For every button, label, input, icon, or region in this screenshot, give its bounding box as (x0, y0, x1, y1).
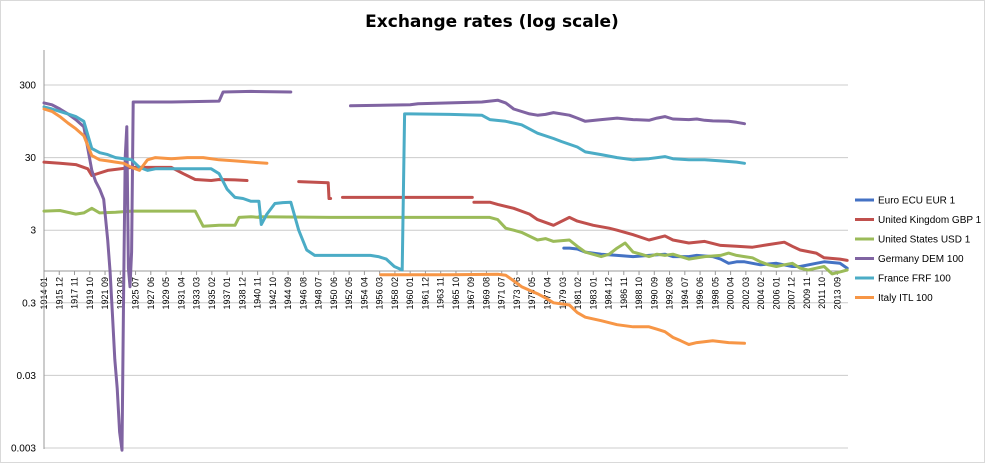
x-axis-ticks: 1914 01 1915 12 1917 11 1919 10 1921 09 1923 … (39, 271, 842, 310)
x-tick-label: 2011 10 (817, 277, 827, 309)
x-tick-label: 2002 03 (741, 277, 751, 310)
x-tick-label: 1960 01 (405, 277, 415, 310)
x-tick-label: 1923 08 (115, 277, 125, 310)
x-tick-label: 1975 05 (527, 277, 537, 310)
y-axis-ticks: 0.003 0.03 0.3 3 30 300 (11, 81, 36, 455)
x-tick-label: 1994 07 (680, 277, 690, 310)
x-tick-label: 1963 11 (436, 277, 446, 309)
x-tick-label: 1954 04 (359, 277, 369, 310)
series-line-united-kingdom-gbp-1 (297, 180, 333, 200)
chart-title: Exchange rates (log scale) (365, 12, 619, 32)
x-tick-label: 1981 02 (573, 277, 583, 310)
x-tick-label: 1931 04 (176, 277, 186, 310)
series-line-united-states-usd-1 (42, 206, 261, 228)
legend-label: Germany DEM 100 (878, 254, 964, 265)
x-tick-label: 1998 05 (710, 277, 720, 310)
y-tick-label: 0.3 (22, 298, 36, 309)
legend: Euro ECU EUR 1 United Kingdom GBP 1 United… (855, 196, 982, 304)
x-tick-label: 1919 10 (85, 277, 95, 310)
x-tick-label: 1977 04 (542, 277, 552, 310)
x-tick-label: 1958 02 (390, 277, 400, 310)
series-lines (42, 89, 849, 452)
x-tick-label: 1961 12 (420, 277, 430, 310)
series-line-germany-dem-100 (349, 98, 746, 126)
x-tick-label: 1927 06 (146, 277, 156, 310)
x-tick-label: 1965 10 (451, 277, 461, 310)
x-tick-label: 1984 12 (604, 277, 614, 310)
x-tick-label: 1948 07 (314, 277, 324, 310)
x-tick-label: 1944 09 (283, 277, 293, 310)
x-tick-label: 2004 02 (756, 277, 766, 310)
x-tick-label: 1996 06 (695, 277, 705, 310)
y-tick-label: 30 (25, 153, 37, 164)
x-tick-label: 1933 03 (192, 277, 202, 310)
x-tick-label: 1983 01 (588, 277, 598, 310)
x-tick-label: 2006 01 (771, 277, 781, 310)
x-tick-label: 1988 10 (634, 277, 644, 310)
y-tick-label: 0.003 (11, 444, 36, 455)
x-tick-label: 1935 02 (207, 277, 217, 310)
x-tick-label: 1938 12 (237, 277, 247, 310)
x-tick-label: 1952 05 (344, 277, 354, 310)
x-tick-label: 1967 09 (466, 277, 476, 310)
x-tick-label: 1992 08 (665, 277, 675, 310)
series-line-united-kingdom-gbp-1 (472, 200, 849, 262)
y-tick-label: 300 (19, 81, 36, 92)
x-tick-label: 2007 12 (787, 277, 797, 310)
x-tick-label: 1973 06 (512, 277, 522, 310)
x-tick-label: 1946 08 (298, 277, 308, 310)
x-tick-label: 1915 12 (54, 277, 64, 310)
x-tick-label: 1942 10 (268, 277, 278, 310)
x-tick-label: 1921 09 (100, 277, 110, 310)
x-tick-label: 2009 11 (802, 277, 812, 309)
series-line-italy-itl-100 (379, 272, 746, 346)
series-line-italy-itl-100 (42, 107, 269, 172)
legend-label: France FRF 100 (878, 274, 951, 285)
x-tick-label: 1925 07 (131, 277, 141, 310)
x-tick-label: 2013 09 (832, 277, 842, 310)
x-tick-label: 1950 06 (329, 277, 339, 310)
legend-label: Italy ITL 100 (878, 293, 933, 304)
x-tick-label: 1940 11 (253, 277, 263, 309)
x-tick-label: 1971 07 (497, 277, 507, 310)
y-tick-label: 3 (30, 226, 36, 237)
y-tick-label: 0.03 (17, 371, 37, 382)
x-tick-label: 1929 05 (161, 277, 171, 310)
series-line-france-frf-100 (42, 105, 746, 272)
x-tick-label: 1917 11 (70, 277, 80, 309)
series-line-germany-dem-100 (42, 89, 293, 452)
legend-label: Euro ECU EUR 1 (878, 196, 956, 207)
x-tick-label: 1979 03 (558, 277, 568, 310)
x-tick-label: 1937 01 (222, 277, 232, 310)
series-line-united-kingdom-gbp-1 (42, 160, 249, 182)
legend-label: United States USD 1 (878, 235, 971, 246)
x-tick-label: 1956 03 (375, 277, 385, 310)
x-tick-label: 1990 09 (649, 277, 659, 310)
x-tick-label: 1986 11 (619, 277, 629, 309)
x-tick-label: 2000 04 (726, 277, 736, 310)
series-line-united-states-usd-1 (257, 215, 849, 276)
x-tick-label: 1969 08 (481, 277, 491, 310)
legend-label: United Kingdom GBP 1 (878, 215, 982, 226)
